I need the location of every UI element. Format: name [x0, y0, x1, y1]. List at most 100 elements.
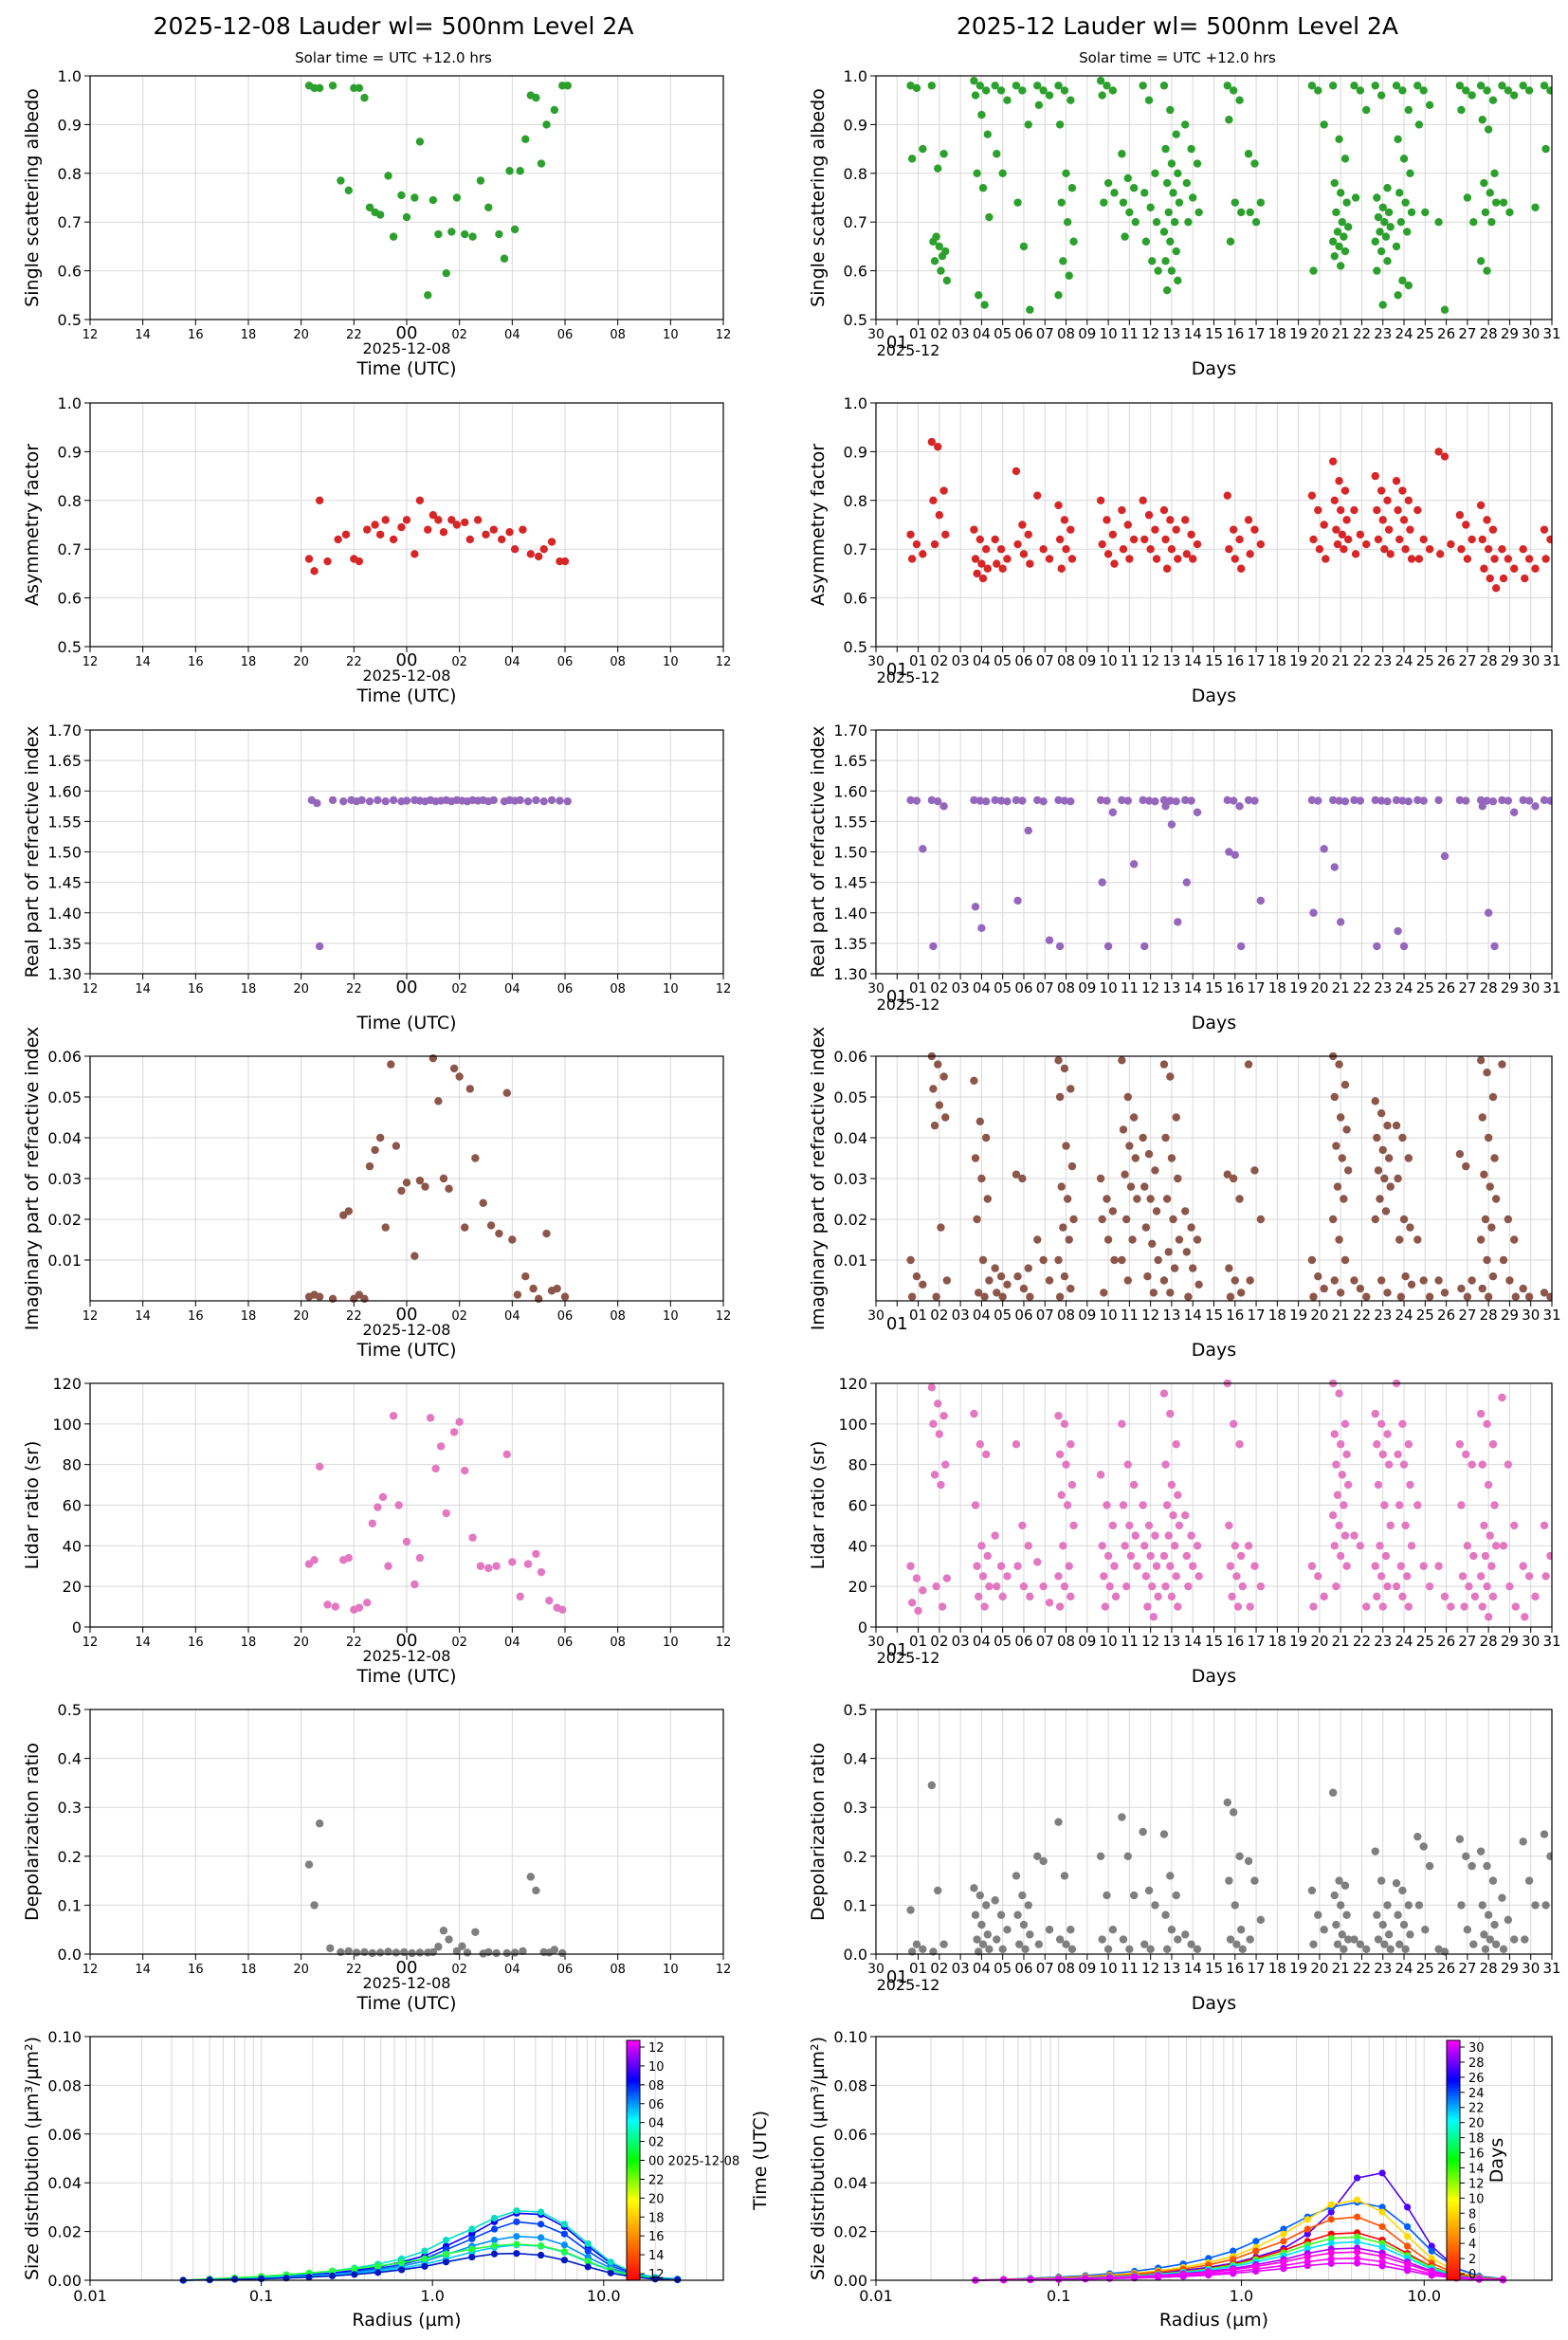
data-point [1108, 1521, 1118, 1530]
data-point [1463, 1542, 1472, 1550]
data-point [1232, 1940, 1241, 1948]
data-point [1131, 1531, 1140, 1540]
data-point [1499, 198, 1508, 207]
data-point [1315, 545, 1324, 554]
data-point [1194, 1572, 1203, 1581]
data-point [993, 1935, 1001, 1944]
data-point [941, 1113, 950, 1122]
data-point [553, 1284, 561, 1293]
data-point [983, 1551, 993, 1561]
data-point [1067, 555, 1077, 563]
x-tick-label: 26 [1437, 1960, 1455, 1977]
data-point [1141, 1572, 1151, 1581]
data-point [1140, 941, 1149, 951]
data-point [1244, 1542, 1253, 1550]
data-point [402, 1179, 411, 1187]
data-point [1118, 1056, 1126, 1065]
data-point [1398, 276, 1407, 285]
data-point [1336, 918, 1345, 926]
marks-left-2 [307, 795, 572, 951]
data-point [980, 1292, 989, 1301]
y-tick-label: 1.65 [47, 752, 82, 770]
x-tick-label: 16 [1226, 652, 1244, 669]
axes-frame [875, 402, 1553, 648]
series-point [374, 2262, 382, 2270]
x-tick-label: 28 [1480, 325, 1498, 342]
data-point [1383, 496, 1392, 504]
data-point [1455, 1150, 1465, 1159]
data-point [1546, 1852, 1552, 1860]
y-tick-label: 0.3 [58, 1799, 82, 1817]
x-tick-label: 13 [1162, 325, 1180, 342]
data-point [1519, 545, 1527, 554]
data-point [977, 1174, 986, 1183]
data-point [1169, 1511, 1177, 1520]
y-tick-label: 0.01 [833, 1252, 867, 1270]
data-point [1231, 1901, 1239, 1910]
data-point [1119, 1501, 1128, 1509]
y-axis-label: Lidar ratio (sr) [22, 1441, 43, 1570]
data-point [978, 1255, 988, 1265]
chart-right-6: 0.000.020.040.060.080.100.01 0.1 1.0 10.0Ra… [808, 2028, 1553, 2331]
data-point [402, 516, 411, 524]
data-point [1320, 845, 1328, 853]
data-point [1018, 1174, 1027, 1183]
x-tick-label: 01 [909, 1960, 927, 1977]
x-tick-label: 18 [241, 1636, 257, 1650]
series-point [257, 2275, 265, 2283]
data-point [1362, 1292, 1371, 1301]
data-point [365, 796, 374, 806]
series-point [1354, 2238, 1361, 2245]
y-tick-label: 0.04 [833, 1129, 867, 1147]
data-point [402, 1537, 411, 1546]
data-point [1013, 198, 1022, 207]
data-point [1111, 1592, 1121, 1601]
data-point [1055, 120, 1065, 129]
data-point [1170, 1542, 1179, 1550]
data-point [315, 83, 324, 93]
data-point [1169, 189, 1177, 197]
data-point [1151, 1531, 1159, 1540]
colorbar-tick-label: 6 [1468, 2222, 1476, 2237]
y-tick-label: 40 [63, 1537, 82, 1555]
data-point [1003, 1572, 1012, 1581]
data-point [1123, 521, 1132, 529]
data-point [352, 1948, 361, 1957]
data-point [1067, 1440, 1075, 1449]
data-point [1463, 1926, 1472, 1934]
data-point [991, 82, 999, 90]
data-point [1024, 1264, 1032, 1272]
data-point [1182, 1248, 1192, 1256]
series-point [1327, 2249, 1335, 2257]
data-point [1484, 908, 1493, 917]
marks-left-4 [304, 1412, 567, 1614]
data-point [978, 1572, 988, 1581]
data-point [1055, 1450, 1065, 1459]
data-point [1383, 1289, 1392, 1297]
data-point [1371, 82, 1379, 90]
data-point [1110, 559, 1119, 568]
data-point [929, 1419, 938, 1429]
data-point [1307, 795, 1317, 805]
data-point [934, 1399, 942, 1408]
data-point [1335, 1521, 1343, 1530]
colorbar-tick-label: 12 [648, 2041, 665, 2056]
data-point [431, 1464, 440, 1473]
data-point [1440, 305, 1449, 314]
data-point [1146, 1195, 1155, 1203]
data-point [1033, 1558, 1042, 1566]
data-point [1139, 1501, 1147, 1509]
y-tick-label: 80 [63, 1456, 82, 1474]
data-point [415, 1176, 425, 1185]
data-point [993, 150, 1001, 158]
x-tick-label: 03 [952, 1960, 970, 1977]
data-point [1175, 1235, 1184, 1244]
data-point [1546, 1292, 1552, 1301]
x-tick-label: 22 [1353, 979, 1371, 996]
data-point [1383, 1581, 1392, 1591]
data-point [970, 76, 978, 85]
data-point [513, 1290, 522, 1299]
x-tick-label: 20 [1310, 979, 1328, 996]
data-point [1396, 1562, 1406, 1570]
colorbar-tick-label: 18 [648, 2211, 665, 2225]
